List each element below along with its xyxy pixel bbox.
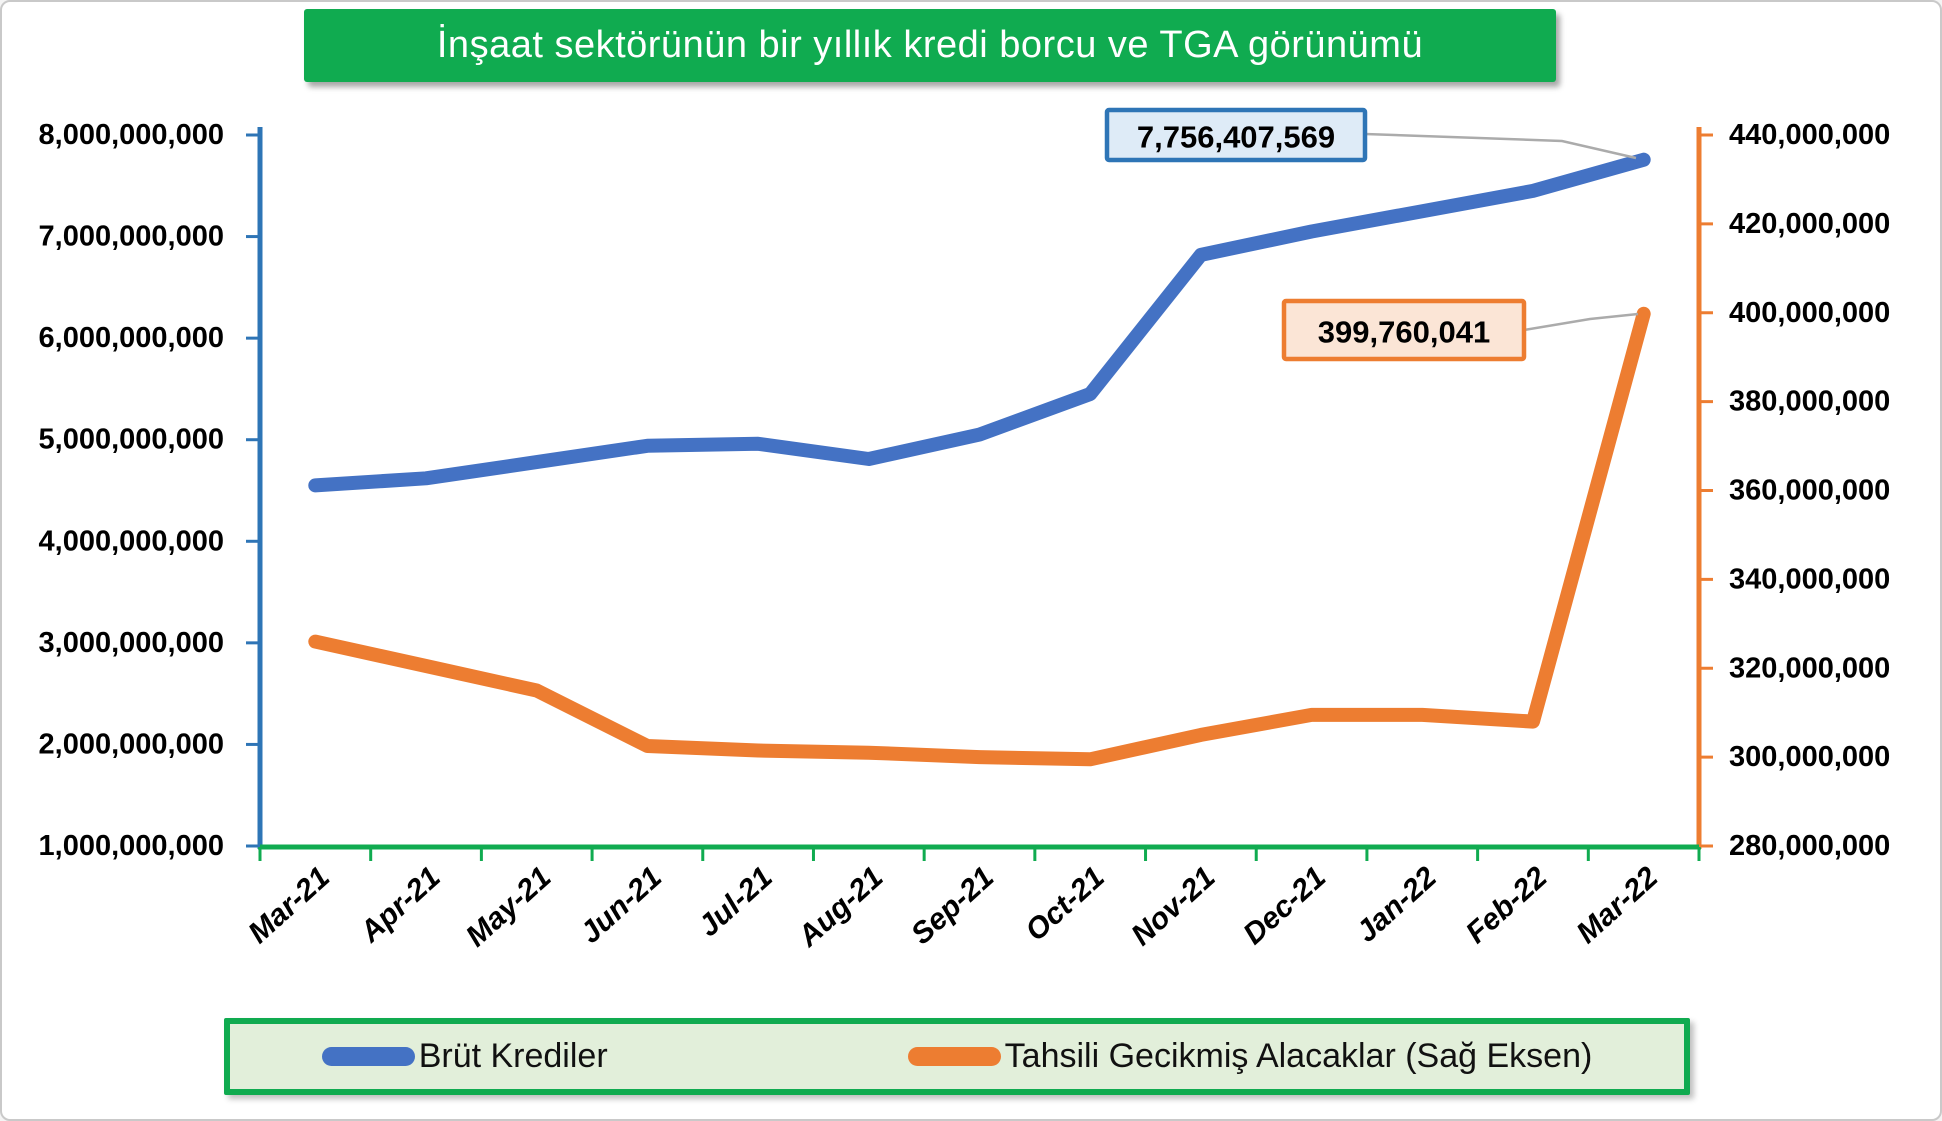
right-axis-tick-label: 380,000,000	[1729, 386, 1890, 418]
x-axis-category-label: Oct-21	[1019, 861, 1110, 948]
right-axis-tick-label: 340,000,000	[1729, 563, 1890, 595]
x-axis-category-label: Apr-21	[353, 861, 446, 950]
left-axis-tick-label: 5,000,000,000	[39, 424, 224, 456]
x-axis-category-label: Feb-22	[1460, 860, 1554, 949]
annotation-box-orange	[1281, 298, 1527, 362]
left-axis-tick-label: 6,000,000,000	[39, 322, 224, 354]
left-axis-tick-label: 2,000,000,000	[39, 728, 224, 760]
annotation-tga: 399,760,041	[1281, 298, 1639, 362]
right-axis-tick-label: 440,000,000	[1729, 119, 1890, 151]
x-axis-category-label: Mar-21	[242, 861, 336, 950]
legend: Brüt Krediler Tahsili Gecikmiş Alacaklar…	[224, 1018, 1690, 1095]
annotation-box-blue	[1104, 107, 1368, 163]
x-axis-category-label: Jan-22	[1350, 860, 1443, 948]
legend-label: Brüt Krediler	[418, 1037, 608, 1075]
left-axis-tick-label: 3,000,000,000	[39, 627, 224, 659]
annotation-brut-krediler: 7,756,407,569	[1104, 107, 1637, 163]
legend-swatch-blue	[321, 1047, 415, 1066]
x-axis-category-label: Aug-21	[791, 861, 889, 954]
series-line-right	[308, 306, 1651, 767]
left-axis-tick-label: 4,000,000,000	[39, 525, 224, 557]
leader-line-blue	[1364, 132, 1637, 160]
leader-line-orange	[1523, 312, 1639, 332]
right-axis-tick-label: 320,000,000	[1729, 652, 1890, 684]
left-axis-tick-label: 8,000,000,000	[39, 119, 224, 151]
x-axis-category-label: May-21	[460, 861, 558, 954]
series-line-left	[308, 152, 1651, 493]
legend-swatch-orange	[907, 1047, 1001, 1066]
x-axis-category-label: Mar-22	[1570, 860, 1664, 949]
legend-item-brut-krediler: Brüt Krediler	[321, 1037, 608, 1076]
x-axis-category-label: Sep-21	[905, 861, 1000, 951]
x-axis-category-label: Jun-21	[574, 861, 668, 950]
chart-title: İnşaat sektörünün bir yıllık kredi borcu…	[304, 9, 1556, 82]
x-axis-category-label: Dec-21	[1237, 861, 1332, 951]
right-axis-tick-label: 280,000,000	[1729, 830, 1890, 862]
annotation-value-blue: 7,756,407,569	[1137, 120, 1335, 155]
right-axis-tick-label: 360,000,000	[1729, 475, 1890, 507]
x-axis-category-label: Jul-21	[692, 861, 779, 944]
right-axis-tick-label: 400,000,000	[1729, 297, 1890, 329]
x-axis-category-label: Nov-21	[1125, 861, 1221, 952]
left-axis-tick-label: 7,000,000,000	[39, 221, 224, 253]
left-axis-tick-label: 1,000,000,000	[39, 830, 224, 862]
right-axis-tick-label: 300,000,000	[1729, 741, 1890, 773]
legend-item-tga: Tahsili Gecikmiş Alacaklar (Sağ Eksen)	[907, 1037, 1593, 1076]
legend-label: Tahsili Gecikmiş Alacaklar (Sağ Eksen)	[1004, 1037, 1593, 1075]
annotation-value-orange: 399,760,041	[1318, 315, 1490, 350]
right-axis-tick-label: 420,000,000	[1729, 208, 1890, 240]
